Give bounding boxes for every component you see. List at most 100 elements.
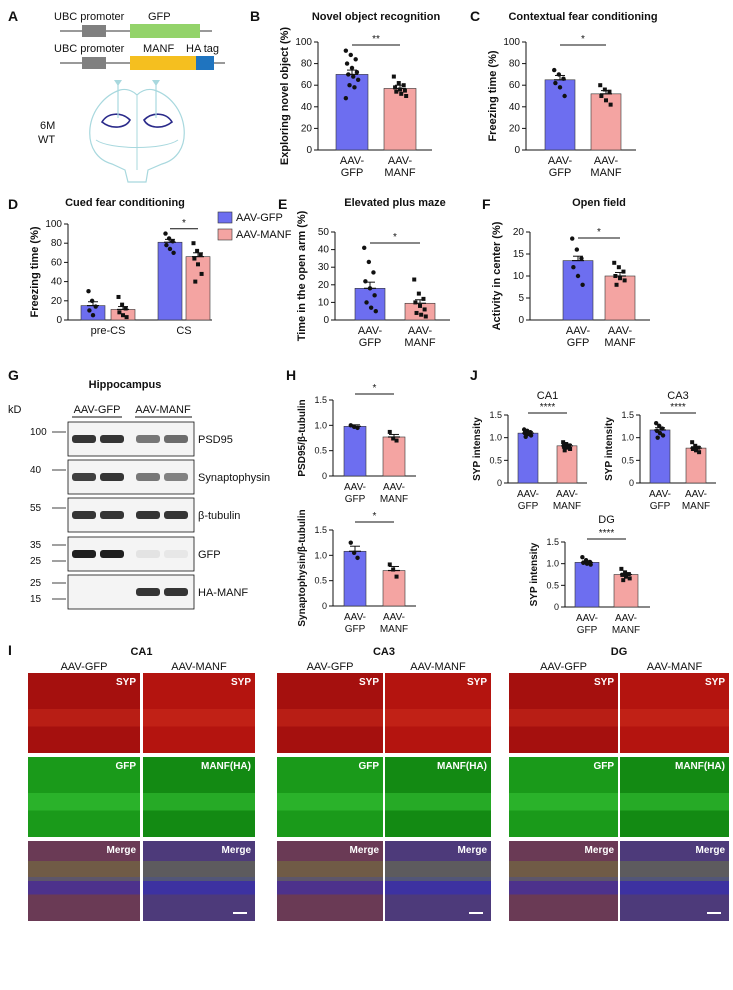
y-tick-label: 0.5 (314, 576, 327, 586)
micrograph-image (143, 841, 255, 921)
ha-tag-cassette (196, 56, 214, 70)
data-point (394, 574, 399, 579)
x-tick-label: AAV- (383, 482, 405, 493)
data-point (653, 420, 659, 426)
y-tick-label: 0.5 (489, 455, 502, 465)
data-point (657, 430, 663, 436)
blot-band (100, 550, 124, 558)
data-point (583, 558, 589, 563)
significance-label: **** (540, 402, 556, 413)
micrograph-channel-label: MANF(HA) (437, 761, 487, 772)
x-tick-label: AAV- (344, 482, 366, 493)
blot-band (164, 550, 188, 558)
y-tick-label: 40 (301, 102, 313, 113)
micrograph-layer (28, 709, 140, 727)
data-point (343, 48, 349, 53)
x-tick-label: CS (176, 325, 191, 337)
data-point (580, 554, 585, 560)
blot-unit-label: kD (8, 404, 22, 416)
y-tick-label: 20 (513, 227, 525, 238)
blot-band (100, 511, 124, 519)
data-point (562, 93, 567, 99)
x-tick-label: MANF (612, 625, 640, 636)
y-tick-label: 1.5 (546, 537, 559, 547)
data-point (373, 309, 378, 314)
data-point (660, 426, 665, 431)
micrograph-channel-label: GFP (593, 761, 614, 772)
y-tick-label: 0 (518, 315, 524, 326)
micrograph-image (620, 841, 729, 921)
chart-title: DG (598, 514, 615, 526)
promoter-box-2 (82, 57, 106, 69)
bar-manf (613, 574, 639, 608)
micrograph-image (143, 757, 255, 837)
micrograph-layer (28, 877, 140, 895)
brain-section-icon (89, 80, 185, 183)
data-point (556, 72, 562, 77)
x-tick-label: GFP (518, 501, 539, 512)
data-point (164, 242, 169, 248)
data-point (387, 429, 392, 434)
blot-band (72, 473, 96, 481)
data-point (552, 67, 557, 73)
data-point (608, 102, 613, 107)
data-point (368, 305, 374, 310)
data-point (561, 444, 566, 449)
y-tick-label: 1.5 (489, 410, 502, 420)
y-tick-label: 10 (318, 297, 330, 308)
bar-manf (590, 93, 622, 151)
data-point (579, 256, 584, 261)
panel-letter-b: B (250, 8, 260, 24)
y-axis-label: SYP intensity (604, 417, 615, 481)
data-point (355, 425, 360, 431)
data-point (697, 450, 702, 455)
data-point (413, 300, 418, 305)
y-tick-label: 40 (318, 245, 330, 256)
data-point (371, 270, 376, 275)
y-axis-label: Freezing time (%) (487, 50, 499, 141)
data-point (613, 274, 618, 278)
blot-marker-label: 40 (30, 465, 42, 476)
x-tick-label: AAV- (649, 489, 671, 500)
x-tick-label: MANF (604, 337, 635, 349)
data-point (423, 314, 428, 319)
y-tick-label: 1.0 (489, 433, 502, 443)
data-point (343, 95, 349, 101)
y-tick-label: 0 (322, 471, 327, 481)
blot-protein-label: β-tubulin (198, 510, 240, 522)
region-title: CA1 (130, 646, 152, 658)
data-point (693, 443, 698, 448)
y-tick-label: 0.5 (621, 455, 634, 465)
y-tick-label: 60 (51, 257, 63, 268)
panel-letter-c: C (470, 8, 480, 24)
blot-band (100, 435, 124, 443)
data-point (570, 236, 575, 241)
micrograph-layer (277, 877, 383, 895)
data-point (354, 70, 360, 75)
data-point (93, 304, 98, 309)
data-point (660, 433, 666, 438)
blot-band (136, 511, 160, 519)
significance-label: **** (599, 528, 615, 539)
data-point (414, 310, 419, 315)
data-point (121, 313, 125, 318)
data-point (363, 279, 368, 284)
micrograph-image (385, 841, 491, 921)
data-point (198, 252, 203, 257)
data-point (562, 448, 567, 453)
micrograph-channel-label: Merge (222, 845, 252, 856)
micrograph-channel-label: SYP (467, 677, 487, 688)
micrograph-image (385, 673, 491, 753)
micrograph-channel-label: Merge (585, 845, 615, 856)
micrograph-image (143, 673, 255, 753)
blot-marker-label: 100 (30, 427, 47, 438)
data-point (553, 80, 558, 86)
mouse-strain-label: WT (38, 134, 55, 146)
micrograph-layer (143, 861, 255, 881)
data-point (348, 52, 353, 58)
panel-letter-g: G (8, 367, 19, 383)
data-point (192, 256, 197, 261)
data-point (166, 236, 172, 241)
bar-gfp (80, 305, 106, 321)
